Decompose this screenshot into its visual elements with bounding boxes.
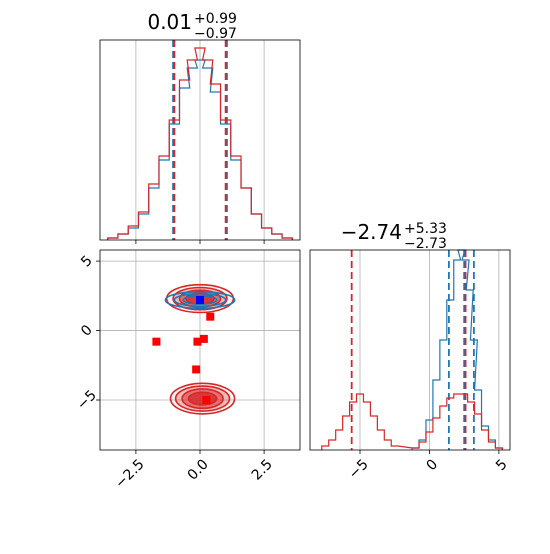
contour-layer	[152, 283, 236, 415]
blue-marker	[196, 296, 204, 304]
panel-title-2: −2.74 +5.33−2.73	[341, 220, 447, 252]
title-upper-error: +5.33	[404, 221, 447, 237]
bottom-right-x-tick-label: 5	[493, 456, 511, 474]
contour-x-tick-label: 0.0	[185, 456, 212, 483]
red-marker	[202, 396, 211, 404]
contour-x-tick-label: −2.5	[112, 456, 147, 491]
histogram-series-1	[107, 47, 293, 240]
contour-level-2-1	[173, 292, 227, 308]
bottom-right-x-tick-label: 0	[424, 456, 442, 474]
panel-title-0: 0.01 +0.99−0.97	[147, 10, 236, 42]
contour-x-tick-label: 2.5	[249, 456, 276, 483]
contour-y-tick-label: 5	[78, 253, 96, 271]
panel-frame-bottom-right	[309, 249, 511, 451]
title-value: −2.74	[341, 220, 402, 244]
red-marker	[192, 365, 201, 374]
contour-level-2-2	[182, 295, 218, 305]
bottom-right-x-tick-label: −5	[346, 456, 372, 482]
title-upper-error: +0.99	[194, 11, 237, 27]
red-marker	[193, 337, 202, 346]
histogram-series-1	[321, 393, 503, 450]
red-marker	[199, 334, 208, 343]
contour-level-2-0	[164, 290, 236, 310]
contour-y-tick-label: 0	[78, 322, 96, 340]
red-marker	[206, 312, 215, 321]
title-lower-error: −0.97	[194, 26, 237, 42]
title-value: 0.01	[147, 10, 192, 34]
title-lower-error: −2.73	[404, 236, 447, 252]
red-marker	[152, 337, 161, 346]
histogram-series-0	[411, 249, 503, 450]
contour-y-tick-label: −5	[74, 387, 100, 413]
